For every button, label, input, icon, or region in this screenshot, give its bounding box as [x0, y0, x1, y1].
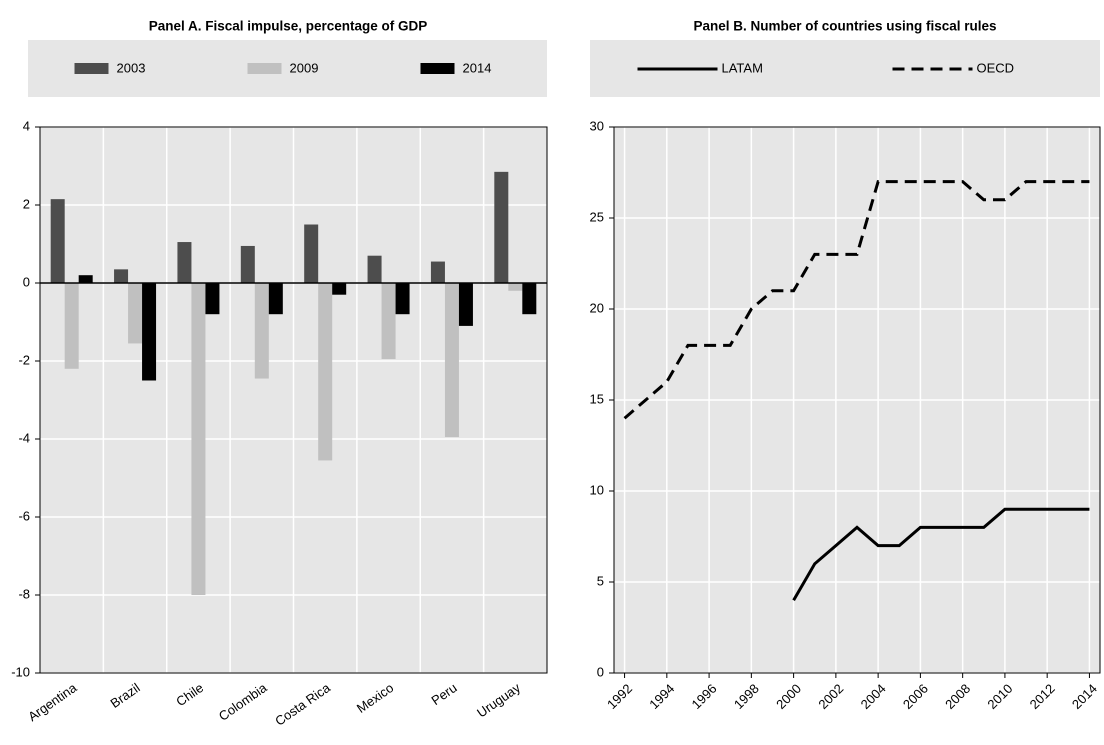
bar	[304, 224, 319, 283]
x-tick-label: 2000	[773, 681, 804, 712]
x-tick-label: Colombia	[216, 680, 270, 724]
bar	[508, 283, 523, 291]
x-tick-label: 2002	[815, 681, 846, 712]
y-tick-label: -2	[18, 352, 30, 367]
legend-swatch	[74, 63, 109, 74]
y-tick-label: 0	[23, 274, 30, 289]
x-tick-label: 2010	[984, 681, 1015, 712]
legend-swatch	[247, 63, 282, 74]
y-tick-label: -6	[18, 508, 30, 523]
y-tick-label: 4	[23, 118, 30, 133]
bar	[381, 283, 396, 360]
y-tick-label: 25	[590, 209, 604, 224]
bar	[268, 283, 283, 315]
x-tick-label: 1992	[604, 681, 635, 712]
bar	[142, 283, 157, 381]
line-series	[623, 180, 1090, 420]
y-tick-label: 10	[590, 482, 604, 497]
legend-background	[28, 40, 547, 97]
x-tick-label: 2006	[900, 681, 931, 712]
bar	[50, 199, 65, 283]
y-tick-label: -8	[18, 586, 30, 601]
y-tick-label: 5	[597, 573, 604, 588]
bar	[522, 283, 537, 315]
y-tick-label: -4	[18, 430, 30, 445]
x-tick-label: Chile	[173, 680, 206, 709]
bar	[318, 283, 333, 461]
x-tick-label: Mexico	[354, 680, 396, 716]
bar	[367, 255, 382, 283]
line-series	[792, 507, 1090, 601]
bar	[128, 283, 143, 344]
plot-frame	[39, 126, 548, 674]
bar	[430, 261, 445, 283]
x-tick-label: Argentina	[25, 680, 80, 725]
bar	[191, 283, 206, 595]
bar	[78, 275, 93, 283]
legend-label: 2003	[117, 60, 146, 75]
legend-label: 2014	[463, 60, 492, 75]
x-tick-label: 2004	[858, 681, 889, 712]
bar	[177, 242, 192, 283]
bar	[444, 283, 459, 438]
y-tick-label: 15	[590, 391, 604, 406]
x-tick-label: 1994	[646, 681, 677, 712]
x-tick-label: Peru	[429, 680, 460, 708]
y-tick-label: 0	[597, 664, 604, 679]
legend-swatch	[420, 63, 455, 74]
chart-title: Panel B. Number of countries using fisca…	[693, 19, 996, 34]
x-tick-label: Brazil	[108, 680, 143, 711]
x-tick-label: 2008	[942, 681, 973, 712]
legend-label: 2009	[290, 60, 319, 75]
x-tick-label: Uruguay	[474, 680, 523, 721]
y-tick-label: 2	[23, 196, 30, 211]
bar	[395, 283, 410, 315]
chart-title: Panel A. Fiscal impulse, percentage of G…	[149, 19, 428, 34]
x-tick-label: 2014	[1069, 681, 1100, 712]
y-tick-label: 30	[590, 118, 604, 133]
x-tick-label: 2012	[1027, 681, 1058, 712]
bar	[254, 283, 269, 379]
bar	[64, 283, 79, 369]
bar	[494, 171, 509, 283]
bar	[332, 283, 347, 295]
y-tick-label: -10	[11, 664, 30, 679]
x-tick-label: Costa Rica	[272, 680, 333, 729]
bar	[114, 269, 129, 283]
legend-label: OECD	[977, 60, 1015, 75]
legend-label: LATAM	[722, 60, 763, 75]
y-tick-label: 20	[590, 300, 604, 315]
x-tick-label: 1996	[689, 681, 720, 712]
bar	[205, 283, 220, 315]
bar	[458, 283, 473, 326]
x-tick-label: 1998	[731, 681, 762, 712]
bar	[240, 245, 255, 283]
